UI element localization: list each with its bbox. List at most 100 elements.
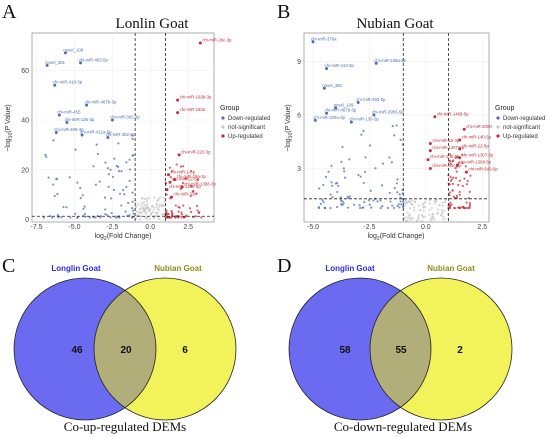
panel-a-point	[130, 134, 134, 137]
panel-b-point	[433, 218, 436, 221]
panel-b-point	[468, 205, 471, 208]
panel-b-point	[423, 202, 426, 205]
panel-b-point-label: chi-miR-487b-3p	[325, 108, 357, 113]
panel-a-point	[168, 166, 171, 169]
panel-b-labeled-point	[433, 115, 437, 119]
panel-a-labeled-point	[63, 51, 67, 55]
panel-a-point	[170, 216, 173, 219]
panel-a-point	[155, 204, 159, 207]
panel-b-point	[457, 206, 460, 209]
panel-a-labeled-point	[170, 195, 174, 199]
panel-a-point	[83, 205, 86, 208]
panel-b-point	[433, 202, 436, 205]
panel-b-point	[430, 207, 433, 210]
panel-a-point	[170, 209, 173, 213]
panel-b-point	[406, 211, 409, 214]
panel-a-point-label: chi-miR-493-5p	[79, 57, 109, 62]
panel-a-point	[120, 204, 123, 207]
panel-b-point	[456, 155, 459, 158]
panel-a-point	[165, 209, 168, 212]
panel-a-legend-marker	[221, 125, 225, 129]
panel-b-point	[406, 219, 409, 222]
venn-d-left-count: 58	[339, 345, 351, 356]
panel-b-point	[448, 191, 451, 194]
panel-b-point	[386, 206, 389, 210]
panel-b-legend-marker	[496, 134, 500, 138]
panel-b-point	[440, 208, 443, 212]
panel-b-point	[469, 174, 472, 177]
panel-a-point	[143, 197, 146, 200]
panel-a-point	[182, 165, 185, 168]
panel-a-point	[112, 188, 116, 191]
panel-b-point	[363, 200, 366, 204]
panel-a-point	[79, 186, 82, 190]
panel-a-point	[106, 214, 109, 217]
panel-b-ticks: -5.0 -2.5 0.0 2.5 3 6 9	[297, 59, 487, 231]
panel-b-point	[409, 218, 412, 221]
panel-b-point	[437, 211, 440, 214]
panel-b-point	[428, 213, 431, 216]
panel-a-xtick-label: -5.0	[68, 224, 80, 231]
panel-a-thresholds	[32, 33, 214, 222]
panel-b-xtick-label: -2.5	[363, 224, 375, 231]
panel-b-point	[464, 165, 467, 168]
panel-b-point	[441, 204, 445, 207]
panel-b-point	[417, 204, 421, 207]
panel-a-labeled-point	[85, 103, 89, 107]
panel-b-labeled-point	[313, 118, 317, 122]
panel-a-point-label: chi-miR-29a-3p	[177, 174, 207, 179]
panel-b-point	[410, 203, 413, 206]
panel-b-point	[364, 156, 367, 159]
panel-b-point	[393, 186, 396, 190]
panel-b-point	[352, 203, 356, 206]
panel-b-point	[337, 184, 340, 187]
panel-b-point-label: chi-miR-140-5p	[462, 134, 492, 139]
panel-b-point-label: chi-miR-136-3p	[349, 117, 379, 122]
panel-a-point	[178, 206, 181, 209]
panel-b-ytick-label: 3	[297, 166, 301, 173]
panel-a-ytick-label: 60	[21, 68, 29, 75]
panel-b-legend-entry: Up-regulated	[503, 134, 538, 140]
panel-a-point-label: chi-miR-29c-3p	[202, 37, 232, 42]
panel-b-point	[362, 129, 365, 133]
panel-a-point	[110, 211, 113, 215]
panel-b-point	[329, 193, 332, 196]
panel-a-labeled-point	[57, 113, 61, 117]
panel-a-point	[56, 177, 59, 180]
panel-a-point	[182, 216, 186, 219]
panel-b-point	[449, 175, 452, 179]
panel-b-point	[441, 201, 444, 204]
panel-a-point	[180, 213, 184, 216]
panel-b-point	[321, 198, 324, 202]
panel-a-point	[53, 194, 56, 198]
panel-b-point	[379, 206, 382, 210]
panel-b-labeled-point	[455, 163, 459, 167]
panel-b-point-label: chi-miR-1388-5p	[459, 159, 491, 164]
panel-b-point	[376, 200, 379, 203]
panel-a-point	[157, 208, 161, 212]
panel-b-point	[369, 189, 372, 192]
panel-b-labeled-point	[349, 120, 353, 124]
panel-b-point	[324, 206, 327, 210]
panel-a-point	[160, 213, 163, 216]
panel-a-point	[185, 177, 188, 180]
panel-b-point-label: chi-miR-376a	[311, 36, 337, 41]
panel-a-point	[167, 212, 170, 216]
panel-b-point	[461, 153, 464, 156]
panel-a-point	[113, 157, 116, 160]
panel-a-point	[143, 200, 146, 203]
panel-a-point	[99, 216, 102, 219]
panel-a-legend: Group Down-regulated not-significant Up-reg…	[220, 105, 270, 140]
panel-b-point	[444, 217, 447, 220]
panel-a-point	[52, 183, 55, 186]
panel-a-point-label: chi-miR-455	[57, 110, 81, 115]
panel-b-xtick-label: 0.0	[421, 224, 431, 231]
venn-c-right-outline	[93, 277, 237, 421]
panel-a-point	[153, 196, 156, 199]
panel-b-plot-frame	[303, 32, 490, 223]
venn-c-overlap-count: 20	[120, 345, 132, 356]
panel-b-legend-entry: Down-regulated	[503, 116, 545, 122]
panel-b-point	[451, 160, 454, 163]
panel-a-point	[79, 197, 82, 200]
panel-b-point	[452, 195, 455, 198]
